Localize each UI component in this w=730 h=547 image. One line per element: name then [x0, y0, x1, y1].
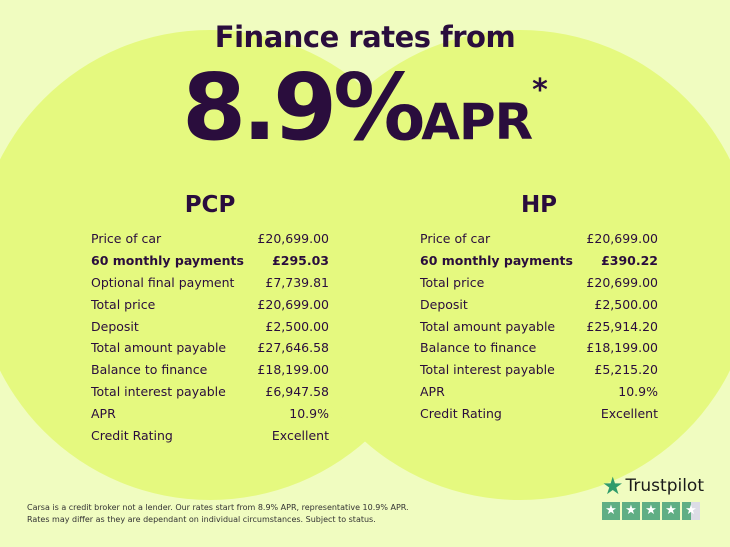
- table-row: Total amount payable £25,914.20: [420, 316, 658, 338]
- background-circle-right: [285, 30, 730, 500]
- hp-table: HP Price of car £20,699.00 60 monthly paym…: [420, 192, 658, 425]
- row-value: £20,699.00: [586, 274, 658, 290]
- row-label: Balance to finance: [91, 362, 208, 378]
- row-label: Total amount payable: [91, 340, 227, 356]
- trustpilot-name: Trustpilot: [625, 476, 704, 496]
- table-row: APR 10.9%: [91, 403, 329, 425]
- row-value: Excellent: [271, 428, 329, 444]
- row-value: £25,914.20: [586, 318, 658, 334]
- trustpilot-badge: ★ Trustpilot ★ ★ ★ ★ ★: [602, 474, 704, 520]
- table-row: Total interest payable £5,215.20: [420, 359, 658, 381]
- table-row: Credit Rating Excellent: [91, 425, 329, 447]
- row-value: Excellent: [600, 406, 658, 422]
- row-value: £5,215.20: [594, 362, 658, 378]
- row-label: Credit Rating: [91, 428, 173, 444]
- row-label: Total price: [420, 274, 485, 290]
- table-row: Optional final payment £7,739.81: [91, 272, 329, 294]
- table-row: Total price £20,699.00: [420, 272, 658, 294]
- row-value: £7,739.81: [265, 274, 329, 290]
- table-row: 60 monthly payments £295.03: [91, 250, 329, 272]
- disclaimer: Carsa is a credit broker not a lender. O…: [27, 502, 409, 526]
- row-label: Total price: [91, 296, 156, 312]
- table-row: Balance to finance £18,199.00: [420, 337, 658, 359]
- trustpilot-rating: ★ ★ ★ ★ ★: [602, 502, 704, 520]
- row-value: £27,646.58: [257, 340, 329, 356]
- table-row: Deposit £2,500.00: [420, 294, 658, 316]
- table-row: Price of car £20,699.00: [91, 228, 329, 250]
- row-label: Deposit: [420, 296, 468, 312]
- rating-star-icon: ★: [682, 502, 700, 520]
- row-label: APR: [91, 406, 116, 422]
- table-row: Total price £20,699.00: [91, 294, 329, 316]
- table-row: APR 10.9%: [420, 381, 658, 403]
- rating-star-icon: ★: [602, 502, 620, 520]
- row-label: Balance to finance: [420, 340, 537, 356]
- row-label: Total amount payable: [420, 318, 556, 334]
- row-value: £18,199.00: [586, 340, 658, 356]
- row-label: Price of car: [420, 231, 491, 246]
- row-label: Deposit: [91, 318, 139, 334]
- row-label: Optional final payment: [91, 274, 235, 290]
- table-row: Deposit £2,500.00: [91, 316, 329, 338]
- row-label: 60 monthly payments: [420, 252, 573, 268]
- row-value: £18,199.00: [257, 362, 329, 378]
- row-value: £20,699.00: [257, 231, 329, 246]
- trustpilot-star-icon: ★: [602, 472, 624, 500]
- rate-suffix: APR: [421, 93, 533, 151]
- headline-title: Finance rates from: [214, 20, 516, 54]
- row-value: £20,699.00: [257, 296, 329, 312]
- row-label: APR: [420, 384, 445, 400]
- rating-star-icon: ★: [622, 502, 640, 520]
- hp-title: HP: [520, 192, 558, 218]
- table-row: Balance to finance £18,199.00: [91, 359, 329, 381]
- row-value: 10.9%: [618, 384, 658, 400]
- rating-star-icon: ★: [662, 502, 680, 520]
- row-value: £2,500.00: [265, 318, 329, 334]
- rating-star-icon: ★: [642, 502, 660, 520]
- table-row: Credit Rating Excellent: [420, 403, 658, 425]
- row-label: 60 monthly payments: [91, 252, 244, 268]
- headline-rate: 8.9%APR*: [0, 62, 730, 154]
- row-value: £20,699.00: [586, 231, 658, 246]
- disclaimer-line-1: Carsa is a credit broker not a lender. O…: [27, 503, 409, 512]
- pcp-table: PCP Price of car £20,699.00 60 monthly pay…: [91, 192, 329, 447]
- disclaimer-line-2: Rates may differ as they are dependant o…: [27, 515, 376, 524]
- table-row: 60 monthly payments £390.22: [420, 250, 658, 272]
- row-label: Credit Rating: [420, 406, 502, 422]
- row-label: Total interest payable: [420, 362, 555, 378]
- row-value: £2,500.00: [594, 296, 658, 312]
- rate-value: 8.9%: [182, 54, 425, 161]
- pcp-title: PCP: [184, 192, 236, 218]
- row-label: Price of car: [91, 231, 162, 246]
- row-value: 10.9%: [289, 406, 329, 422]
- row-value: £6,947.58: [265, 384, 329, 400]
- row-value: £295.03: [272, 252, 329, 268]
- table-row: Price of car £20,699.00: [420, 228, 658, 250]
- table-row: Total interest payable £6,947.58: [91, 381, 329, 403]
- rate-asterisk: *: [532, 73, 548, 108]
- table-row: Total amount payable £27,646.58: [91, 337, 329, 359]
- row-label: Total interest payable: [91, 384, 226, 400]
- row-value: £390.22: [601, 252, 658, 268]
